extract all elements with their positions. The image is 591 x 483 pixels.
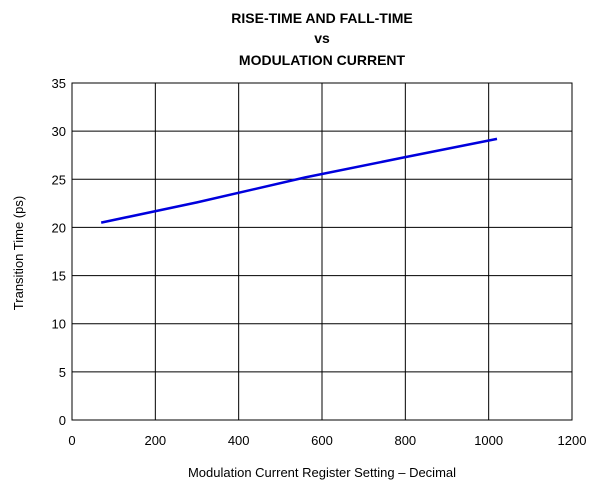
x-tick-label-5: 1000 bbox=[474, 433, 503, 448]
y-tick-label-1: 5 bbox=[59, 365, 66, 380]
y-tick-label-6: 30 bbox=[52, 124, 66, 139]
y-tick-label-4: 20 bbox=[52, 220, 66, 235]
y-tick-label-2: 10 bbox=[52, 317, 66, 332]
grid bbox=[71, 82, 573, 421]
series-line-0 bbox=[100, 137, 498, 224]
x-tick-label-4: 800 bbox=[394, 433, 416, 448]
chart-title: RISE-TIME AND FALL-TIME vs MODULATION CU… bbox=[231, 10, 412, 68]
y-axis-label: Transition Time (ps) bbox=[11, 196, 26, 310]
y-tick-label-7: 35 bbox=[52, 76, 66, 91]
x-tick-label-2: 400 bbox=[228, 433, 250, 448]
x-tick-label-3: 600 bbox=[311, 433, 333, 448]
chart-title-line-3: MODULATION CURRENT bbox=[239, 52, 406, 68]
chart-title-line-1: RISE-TIME AND FALL-TIME bbox=[231, 10, 412, 26]
x-axis-label: Modulation Current Register Setting – De… bbox=[188, 465, 456, 480]
y-tick-label-0: 0 bbox=[59, 413, 66, 428]
x-tick-labels: 0 200 400 600 800 1000 1200 bbox=[68, 433, 586, 448]
y-tick-labels: 0 5 10 15 20 25 30 35 bbox=[52, 76, 66, 428]
x-tick-label-6: 1200 bbox=[558, 433, 587, 448]
y-tick-label-3: 15 bbox=[52, 269, 66, 284]
plot-frame bbox=[71, 82, 573, 421]
series-group bbox=[100, 137, 498, 224]
x-tick-label-0: 0 bbox=[68, 433, 75, 448]
y-tick-label-5: 25 bbox=[52, 172, 66, 187]
x-tick-label-1: 200 bbox=[144, 433, 166, 448]
chart-title-line-2: vs bbox=[314, 30, 330, 46]
